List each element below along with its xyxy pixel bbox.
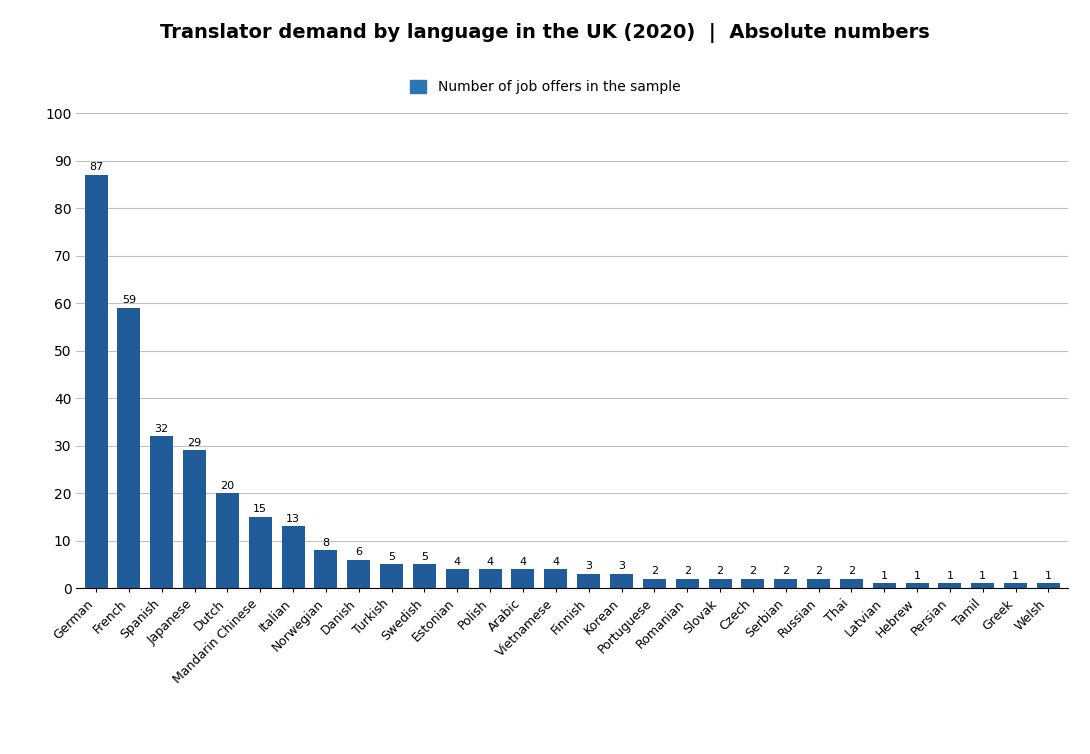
Text: 2: 2 (848, 566, 855, 576)
Bar (643, 578, 666, 588)
Text: 6: 6 (355, 547, 362, 557)
Text: 2: 2 (749, 566, 756, 576)
Bar (544, 569, 567, 588)
Text: 59: 59 (122, 296, 136, 305)
Text: 1: 1 (946, 571, 954, 581)
Bar (676, 578, 699, 588)
Bar (348, 559, 371, 588)
Legend: Number of job offers in the sample: Number of job offers in the sample (404, 75, 686, 100)
Text: 1: 1 (979, 571, 986, 581)
Text: 4: 4 (520, 556, 526, 567)
Bar (118, 308, 141, 588)
Bar (774, 578, 797, 588)
Text: 87: 87 (89, 162, 104, 173)
Bar (610, 574, 633, 588)
Text: 4: 4 (453, 556, 461, 567)
Text: Translator demand by language in the UK (2020)  |  Absolute numbers: Translator demand by language in the UK … (160, 23, 930, 43)
Text: 1: 1 (881, 571, 887, 581)
Bar (183, 450, 206, 588)
Bar (971, 584, 994, 588)
Text: 5: 5 (388, 552, 395, 562)
Text: 2: 2 (783, 566, 789, 576)
Bar (807, 578, 831, 588)
Bar (380, 564, 403, 588)
Text: 3: 3 (618, 562, 625, 572)
Text: 29: 29 (187, 438, 202, 448)
Bar (479, 569, 501, 588)
Bar (314, 550, 338, 588)
Text: 13: 13 (286, 514, 300, 524)
Bar (938, 584, 961, 588)
Text: 32: 32 (155, 424, 169, 434)
Text: 1: 1 (1045, 571, 1052, 581)
Bar (85, 175, 108, 588)
Bar (708, 578, 731, 588)
Text: 8: 8 (323, 538, 329, 547)
Text: 5: 5 (421, 552, 428, 562)
Bar (281, 526, 304, 588)
Bar (1004, 584, 1027, 588)
Bar (840, 578, 863, 588)
Text: 1: 1 (913, 571, 921, 581)
Text: 3: 3 (585, 562, 592, 572)
Text: 4: 4 (486, 556, 494, 567)
Text: 2: 2 (716, 566, 724, 576)
Bar (150, 436, 173, 588)
Text: 2: 2 (683, 566, 691, 576)
Bar (511, 569, 534, 588)
Bar (1037, 584, 1059, 588)
Bar (578, 574, 601, 588)
Bar (216, 493, 239, 588)
Bar (906, 584, 929, 588)
Bar (446, 569, 469, 588)
Text: 2: 2 (815, 566, 822, 576)
Bar (873, 584, 896, 588)
Bar (249, 517, 271, 588)
Text: 15: 15 (253, 504, 267, 514)
Text: 1: 1 (1013, 571, 1019, 581)
Text: 20: 20 (220, 481, 234, 491)
Text: 4: 4 (553, 556, 559, 567)
Text: 2: 2 (651, 566, 658, 576)
Bar (413, 564, 436, 588)
Bar (741, 578, 764, 588)
